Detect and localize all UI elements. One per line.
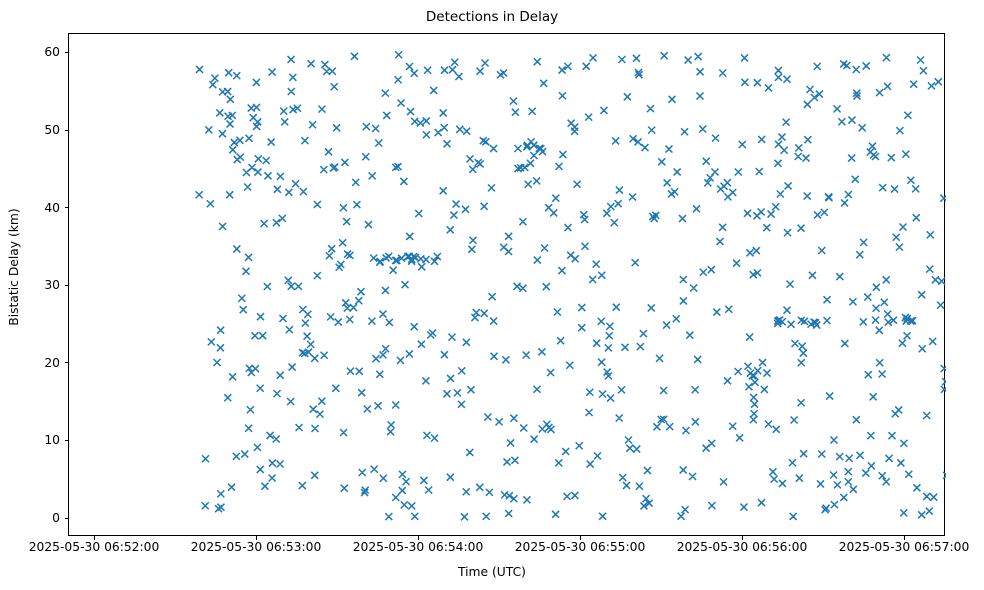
x-tick-label: 2025-05-30 06:54:00 — [352, 540, 484, 554]
x-tick-mark — [741, 536, 743, 540]
y-tick-mark — [64, 362, 69, 364]
y-tick-mark — [64, 51, 69, 53]
y-axis-label: Bistatic Delay (km) — [7, 208, 21, 326]
x-tick-label: 2025-05-30 06:56:00 — [676, 540, 808, 554]
y-tick-mark — [64, 207, 69, 209]
x-tick-label: 2025-05-30 06:57:00 — [838, 540, 970, 554]
x-axis-label: Time (UTC) — [458, 565, 526, 579]
plot-area — [68, 33, 946, 536]
x-tick-label-group: 2025-05-30 06:52:00 2025-05-30 06:53:00 20… — [0, 540, 984, 562]
x-tick-label: 2025-05-30 06:55:00 — [514, 540, 646, 554]
scatter-marker-group — [195, 50, 946, 521]
x-tick-mark — [417, 536, 419, 540]
y-tick-label: 60 — [44, 45, 60, 60]
y-tick-label: 0 — [52, 511, 60, 525]
y-tick-label-group: 0 10 20 30 40 50 60 — [0, 0, 60, 590]
y-tick-label: 20 — [44, 355, 60, 370]
y-tick-mark — [64, 284, 69, 286]
x-tick-mark — [255, 536, 257, 540]
x-tick-mark — [93, 536, 95, 540]
y-tick-mark — [64, 517, 69, 519]
y-tick-label: 40 — [44, 200, 60, 215]
x-tick-mark — [903, 536, 905, 540]
chart-title: Detections in Delay — [425, 9, 559, 25]
scatter-points-layer — [195, 50, 946, 521]
y-tick-label: 50 — [44, 123, 60, 137]
x-tick-label: 2025-05-30 06:53:00 — [190, 540, 322, 554]
scatter-markers — [195, 50, 946, 521]
y-tick-label: 10 — [44, 433, 60, 448]
y-tick-mark — [64, 129, 69, 131]
y-tick-mark — [64, 439, 69, 441]
x-tick-label: 2025-05-30 06:52:00 — [28, 540, 160, 554]
y-tick-label: 30 — [44, 278, 60, 293]
x-tick-mark — [579, 536, 581, 540]
